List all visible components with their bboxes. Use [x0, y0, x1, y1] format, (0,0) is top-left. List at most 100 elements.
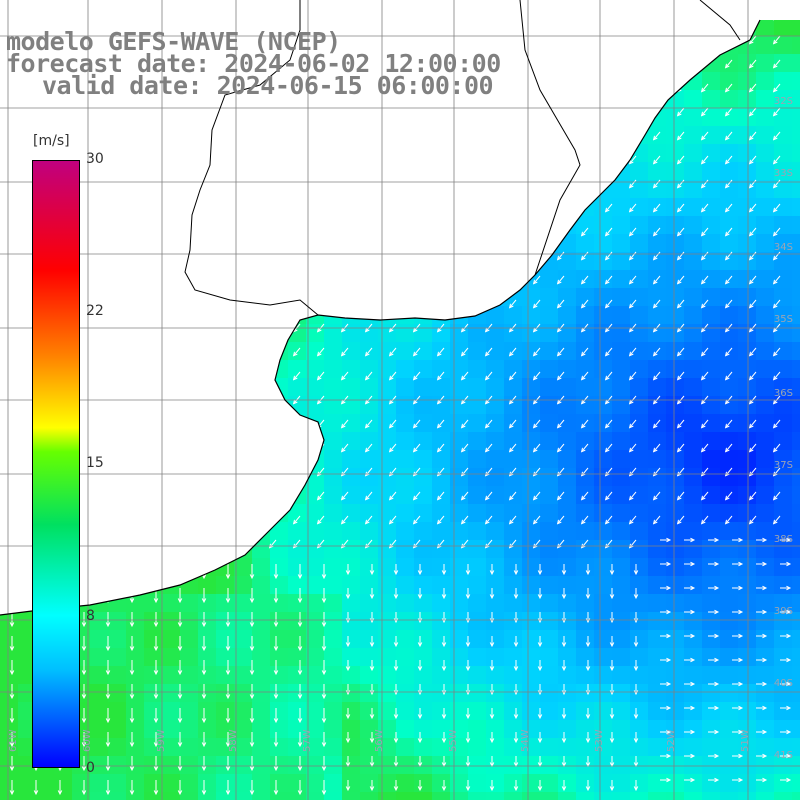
wind-speed-cell — [522, 432, 540, 450]
wind-speed-cell — [756, 774, 774, 792]
wind-arrow — [732, 729, 744, 735]
wind-speed-cell — [594, 432, 612, 450]
wind-arrow — [153, 612, 159, 628]
colorbar-tick: 0 — [86, 760, 95, 776]
wind-arrow — [532, 419, 541, 429]
wind-speed-cell — [702, 792, 720, 800]
wind-speed-cell — [558, 468, 576, 486]
wind-arrow — [628, 515, 637, 525]
wind-speed-cell — [450, 450, 468, 468]
wind-arrow — [732, 705, 744, 711]
wind-arrow — [532, 515, 541, 525]
wind-speed-cell — [666, 738, 684, 756]
wind-arrow — [684, 657, 696, 663]
wind-speed-cell — [612, 630, 630, 648]
wind-speed-cell — [594, 306, 612, 324]
wind-speed-cell — [414, 756, 432, 774]
wind-speed-cell — [648, 504, 666, 522]
wind-arrow — [273, 612, 279, 628]
wind-speed-cell — [288, 720, 306, 738]
wind-arrow — [748, 155, 757, 165]
wind-arrow — [508, 419, 517, 429]
wind-arrow — [684, 753, 696, 759]
wind-speed-cell — [756, 360, 774, 378]
wind-arrow — [9, 636, 15, 652]
wind-speed-cell — [468, 720, 486, 738]
wind-speed-cell — [702, 630, 720, 648]
wind-speed-cell — [162, 720, 180, 738]
wind-arrow — [388, 371, 397, 381]
wind-speed-cell — [774, 594, 792, 612]
colorbar — [32, 160, 80, 768]
wind-arrow — [700, 491, 709, 501]
wind-arrow — [609, 588, 615, 600]
wind-arrow — [369, 732, 375, 744]
wind-speed-cell — [774, 252, 792, 270]
wind-speed-cell — [612, 738, 630, 756]
wind-arrow — [700, 251, 709, 261]
wind-speed-cell — [648, 306, 666, 324]
wind-speed-cell — [702, 540, 720, 558]
wind-speed-cell — [270, 576, 288, 594]
wind-speed-cell — [432, 774, 450, 792]
wind-arrow — [537, 588, 543, 600]
wind-speed-cell — [738, 54, 756, 72]
wind-speed-cell — [648, 234, 666, 252]
wind-speed-cell — [684, 450, 702, 468]
wind-speed-cell — [396, 360, 414, 378]
wind-speed-cell — [504, 720, 522, 738]
wind-speed-cell — [306, 360, 324, 378]
wind-arrow — [484, 539, 493, 549]
wind-arrow — [700, 227, 709, 237]
wind-arrow — [700, 275, 709, 285]
wind-arrow — [700, 83, 709, 93]
wind-speed-cell — [720, 720, 738, 738]
wind-speed-cell — [792, 468, 800, 486]
wind-arrow — [465, 780, 471, 792]
wind-speed-cell — [720, 306, 738, 324]
wind-speed-cell — [252, 630, 270, 648]
wind-speed-cell — [486, 396, 504, 414]
wind-speed-cell — [162, 702, 180, 720]
wind-speed-cell — [630, 324, 648, 342]
wind-speed-cell — [216, 594, 234, 612]
wind-speed-cell — [504, 558, 522, 576]
wind-speed-cell — [702, 342, 720, 360]
wind-speed-cell — [576, 360, 594, 378]
wind-arrow — [249, 564, 255, 580]
wind-speed-cell — [288, 594, 306, 612]
lon-label: 51W — [740, 729, 751, 752]
wind-arrow — [676, 443, 685, 453]
wind-speed-cell — [630, 198, 648, 216]
wind-speed-cell — [18, 612, 36, 630]
wind-speed-cell — [504, 756, 522, 774]
wind-arrow — [508, 467, 517, 477]
wind-arrow — [700, 371, 709, 381]
wind-speed-cell — [522, 414, 540, 432]
wind-speed-cell — [414, 630, 432, 648]
wind-speed-cell — [684, 558, 702, 576]
wind-speed-cell — [684, 324, 702, 342]
wind-arrow — [748, 299, 757, 309]
wind-speed-cell — [234, 684, 252, 702]
wind-speed-cell — [684, 288, 702, 306]
wind-speed-cell — [774, 558, 792, 576]
wind-speed-cell — [792, 612, 800, 630]
wind-arrow — [340, 467, 349, 477]
wind-speed-cell — [306, 774, 324, 792]
wind-arrow — [460, 467, 469, 477]
wind-arrow — [460, 371, 469, 381]
wind-speed-cell — [684, 666, 702, 684]
wind-arrow — [556, 347, 565, 357]
wind-speed-cell — [144, 612, 162, 630]
wind-speed-cell — [252, 756, 270, 774]
wind-arrow — [772, 155, 781, 165]
wind-speed-cell — [540, 648, 558, 666]
wind-speed-cell — [792, 774, 800, 792]
wind-arrow — [105, 660, 111, 676]
wind-arrow — [417, 780, 423, 792]
colorbar-unit: [m/s] — [33, 133, 70, 149]
wind-speed-cell — [432, 504, 450, 522]
wind-speed-cell — [792, 126, 800, 144]
wind-speed-cell — [540, 702, 558, 720]
